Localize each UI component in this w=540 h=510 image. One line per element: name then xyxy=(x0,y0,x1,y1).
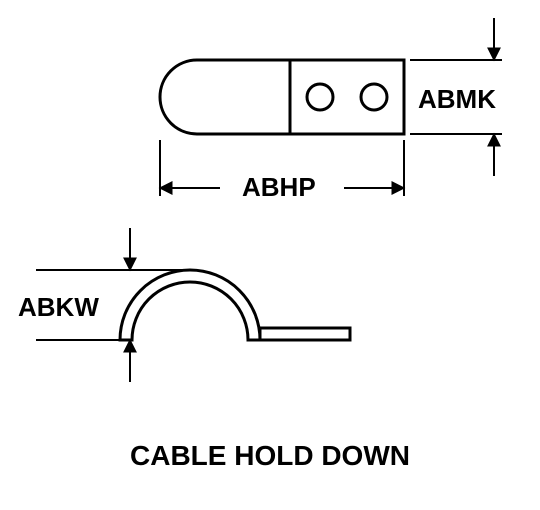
cable-hold-down-diagram: ABHP ABMK ABKW xyxy=(0,0,540,510)
side-view-profile xyxy=(120,270,350,340)
diagram-title: CABLE HOLD DOWN xyxy=(0,440,540,472)
label-abmk: ABMK xyxy=(418,84,496,114)
top-view-outline xyxy=(160,60,404,134)
label-abhp: ABHP xyxy=(242,172,316,202)
label-abkw: ABKW xyxy=(18,292,99,322)
